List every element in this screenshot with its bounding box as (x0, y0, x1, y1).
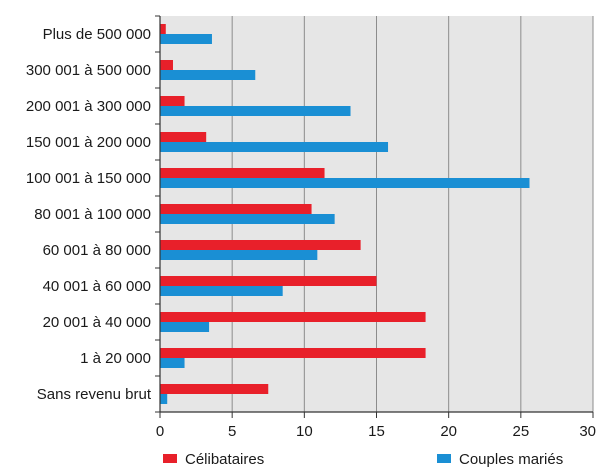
category-label: 200 001 à 300 000 (26, 98, 151, 115)
bar-celibataires (160, 384, 269, 394)
legend-label: Célibataires (185, 451, 264, 468)
bar-celibataires (160, 168, 325, 178)
x-tick-label: 5 (228, 423, 236, 440)
category-label: 20 001 à 40 000 (43, 314, 151, 331)
x-tick-label: 15 (368, 423, 385, 440)
x-tick-label: 25 (512, 423, 529, 440)
category-label: Sans revenu brut (37, 386, 152, 403)
bar-couples-maries (160, 394, 168, 404)
bar-celibataires (160, 312, 426, 322)
bar-celibataires (160, 24, 166, 34)
bar-couples-maries (160, 178, 530, 188)
category-label: 1 à 20 000 (80, 350, 151, 367)
legend: Célibataires Couples mariés (163, 451, 563, 468)
x-tick-label: 20 (440, 423, 457, 440)
bar-celibataires (160, 240, 361, 250)
bar-couples-maries (160, 358, 185, 368)
bar-couples-maries (160, 286, 283, 296)
x-tick-label: 0 (156, 423, 164, 440)
bar-celibataires (160, 96, 185, 106)
category-label: 40 001 à 60 000 (43, 278, 151, 295)
bar-celibataires (160, 132, 207, 142)
bar-couples-maries (160, 250, 318, 260)
x-tick-label: 10 (296, 423, 313, 440)
bar-celibataires (160, 204, 312, 214)
bar-couples-maries (160, 34, 212, 44)
x-tick-label: 30 (579, 423, 596, 440)
legend-swatch (163, 454, 177, 463)
category-label: 100 001 à 150 000 (26, 170, 151, 187)
axes: Plus de 500 000 300 001 à 500 000 200 001 … (26, 15, 596, 440)
bars (160, 24, 530, 404)
bar-couples-maries (160, 70, 256, 80)
bar-couples-maries (160, 214, 335, 224)
bar-celibataires (160, 60, 173, 70)
legend-label: Couples mariés (459, 451, 563, 468)
bar-celibataires (160, 348, 426, 358)
category-label: Plus de 500 000 (43, 26, 151, 43)
category-label: 60 001 à 80 000 (43, 242, 151, 259)
legend-swatch (437, 454, 451, 463)
bar-celibataires (160, 276, 377, 286)
bar-couples-maries (160, 322, 210, 332)
category-label: 150 001 à 200 000 (26, 134, 151, 151)
category-label: 80 001 à 100 000 (34, 206, 151, 223)
bar-couples-maries (160, 142, 389, 152)
bar-couples-maries (160, 106, 351, 116)
category-label: 300 001 à 500 000 (26, 62, 151, 79)
